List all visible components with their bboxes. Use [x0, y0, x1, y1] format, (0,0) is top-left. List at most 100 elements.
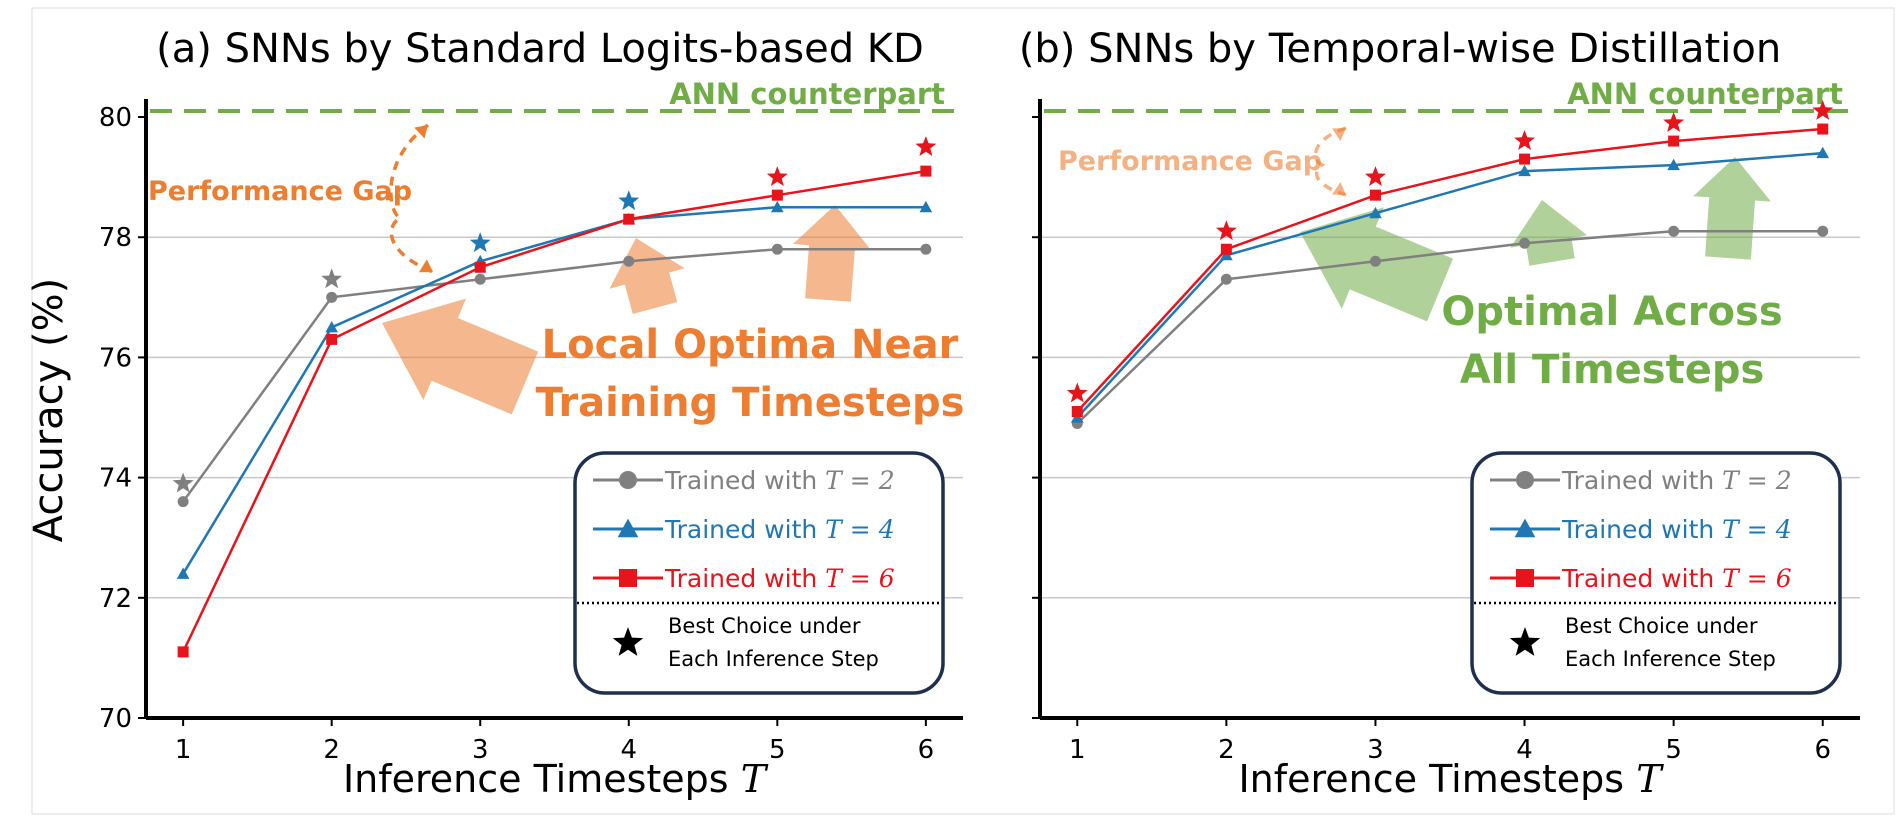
x-axis-label-var: T	[1636, 757, 1664, 801]
legend-label-prefix: Trained with	[1561, 515, 1722, 544]
ann-counterpart-label: ANN counterpart	[1567, 77, 1843, 111]
data-point	[771, 189, 783, 201]
legend-label: Trained with T = 2	[664, 466, 895, 495]
performance-gap-label: Performance Gap	[148, 176, 412, 207]
y-tick-label: 70	[99, 704, 132, 734]
legend-box	[1470, 451, 1842, 695]
legend-label-prefix: Trained with	[664, 466, 825, 495]
best-choice-star	[1066, 382, 1088, 403]
data-point	[1668, 225, 1680, 237]
data-point	[1668, 135, 1680, 147]
chart-panel-a: (a) SNNs by Standard Logits-based KD 70 72…	[99, 26, 965, 801]
performance-gap-label: Performance Gap	[1058, 146, 1322, 177]
legend-label-eq: = 2	[1739, 466, 1792, 495]
legend-label: Trained with T = 4	[1561, 515, 1792, 544]
legend-label-prefix: Trained with	[664, 564, 825, 593]
best-choice-star	[1663, 112, 1685, 132]
series-line	[1076, 127, 1823, 413]
ann-counterpart-label: ANN counterpart	[669, 77, 945, 111]
x-tick-label: 1	[175, 735, 192, 765]
y-tick-label: 72	[99, 584, 132, 614]
x-tick-label: 5	[769, 735, 786, 765]
data-point	[325, 321, 339, 333]
legend-label: Trained with T = 4	[664, 515, 895, 544]
x-axis-label: Inference Timesteps T	[343, 757, 769, 801]
best-choice-star	[766, 166, 788, 186]
series-1	[1071, 225, 1829, 430]
best-choice-star	[321, 268, 343, 289]
data-point	[771, 243, 783, 255]
series-line	[1076, 229, 1823, 425]
y-tick-label: 80	[99, 103, 132, 133]
performance-gap-arrow	[1314, 126, 1347, 197]
legend-label: Trained with T = 6	[664, 564, 895, 593]
best-choice-star	[1215, 220, 1237, 241]
data-point	[1519, 237, 1531, 249]
data-point	[177, 646, 189, 658]
data-point	[326, 291, 338, 303]
series-3	[1071, 123, 1829, 418]
y-tick-label: 76	[99, 343, 132, 373]
gap-arrowhead-bottom	[419, 259, 433, 273]
x-axis-label-var: T	[741, 757, 769, 801]
series-line	[182, 247, 926, 503]
legend-marker	[617, 518, 639, 538]
series-2	[1070, 146, 1830, 423]
legend-label-var: T	[825, 466, 844, 495]
x-tick-label: 1	[1069, 735, 1086, 765]
annotation-line-1: Optimal Across	[1441, 289, 1782, 335]
data-point	[1667, 158, 1680, 171]
panels: (a) SNNs by Standard Logits-based KD 70 72…	[99, 26, 1860, 801]
gap-arrowhead-top	[1332, 128, 1346, 141]
legend-label-eq: = 4	[842, 515, 895, 544]
performance-gap-arrow	[389, 123, 434, 274]
arrow-up-right	[793, 205, 871, 302]
series-line	[181, 169, 927, 653]
legend-label-eq: = 6	[842, 564, 895, 593]
legend-star-icon	[1509, 627, 1541, 656]
data-point	[623, 255, 635, 267]
data-point	[1369, 255, 1381, 267]
x-tick-label: 6	[918, 735, 935, 765]
legend-label-var: T	[825, 515, 844, 544]
y-tick-label: 78	[99, 223, 132, 253]
legend-label-eq: = 2	[842, 466, 895, 495]
legend-star-icon	[612, 627, 644, 656]
series-line	[1076, 151, 1823, 419]
data-point	[919, 200, 933, 213]
data-point	[920, 165, 932, 177]
x-tick-label: 3	[472, 735, 489, 765]
legend-label-prefix: Trained with	[664, 515, 825, 544]
chart-title: (b) SNNs by Temporal-wise Distillation	[1019, 26, 1781, 72]
legend-marker	[1514, 518, 1536, 538]
annotation-line-2: All Timesteps	[1460, 347, 1765, 393]
data-point	[176, 567, 190, 579]
chart-panel-b: (b) SNNs by Temporal-wise Distillation 1 2…	[1019, 26, 1860, 801]
gap-arrowhead-bottom	[1332, 182, 1346, 195]
series-line	[182, 205, 926, 575]
x-tick-label: 2	[323, 735, 340, 765]
data-point	[1369, 206, 1382, 219]
data-point	[1220, 273, 1232, 285]
x-tick-label: 2	[1218, 735, 1235, 765]
x-tick-label: 4	[1516, 735, 1533, 765]
data-point	[623, 213, 635, 225]
data-point	[1519, 153, 1531, 165]
legend-best-line-2: Each Inference Step	[1565, 647, 1776, 671]
legend-marker	[619, 569, 637, 587]
data-point	[920, 243, 932, 255]
data-point	[1518, 164, 1531, 177]
legend-label-prefix: Trained with	[1561, 466, 1722, 495]
best-choice-star	[469, 232, 491, 253]
legend-label-var: T	[1722, 515, 1741, 544]
x-axis-label-text: Inference Timesteps	[343, 757, 741, 801]
y-axis-label: Accuracy (%)	[26, 278, 72, 543]
best-choice-star	[1365, 166, 1386, 186]
legend-best-line-1: Best Choice under	[668, 614, 861, 638]
data-point	[1817, 225, 1829, 237]
data-point	[1817, 123, 1829, 135]
